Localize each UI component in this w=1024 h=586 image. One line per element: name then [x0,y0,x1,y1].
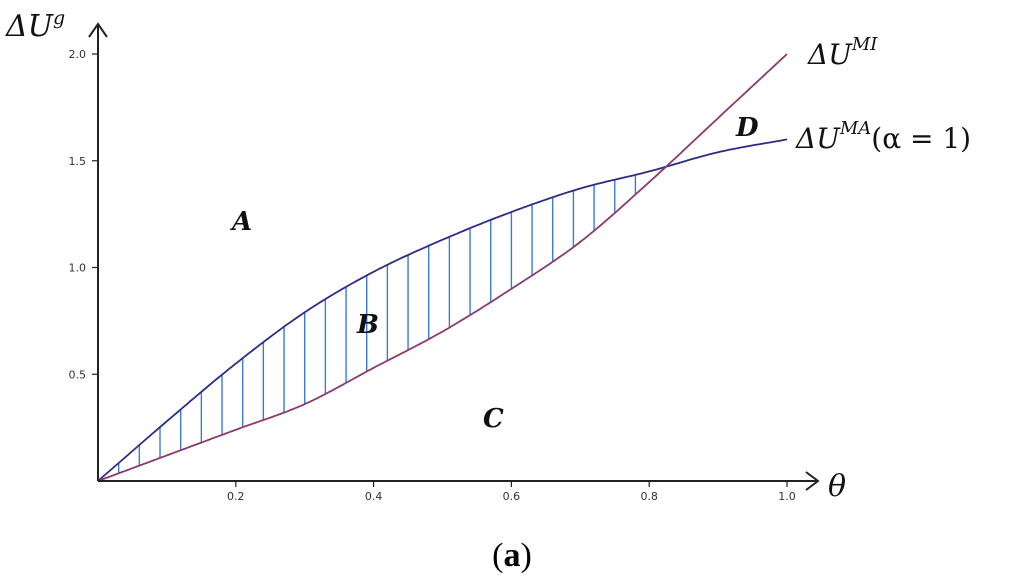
x-tick-label: 0.8 [640,490,658,503]
ticks: 0.2 0.4 0.6 0.8 1.0 0.5 1.0 1.5 2.0 [69,48,796,503]
x-axis-arrow [805,471,820,491]
hatch-lines [117,174,637,474]
curve-ma [97,138,788,482]
series-label-ma: ΔUMA(α = 1) [795,118,971,155]
region-label-c: C [483,404,504,434]
x-tick-label: 1.0 [778,490,796,503]
series-label-mi: ΔUMI [807,34,878,71]
y-axis-arrow [88,22,108,38]
x-tick-label: 0.6 [503,490,521,503]
x-tick-label: 0.2 [227,490,245,503]
x-tick-label: 0.4 [365,490,383,503]
y-tick-label: 2.0 [69,48,87,61]
y-tick-label: 0.5 [69,368,87,381]
region-label-b: B [356,310,379,340]
curves [97,53,788,482]
x-axis-title: θ [828,469,846,504]
region-label-d: D [735,113,759,143]
y-tick-label: 1.0 [69,262,87,275]
y-tick-label: 1.5 [69,155,87,168]
region-label-a: A [229,207,252,237]
y-axis-title: ΔUg [5,7,65,44]
curve-mi [97,53,788,482]
panel-label: (a) [492,537,532,574]
